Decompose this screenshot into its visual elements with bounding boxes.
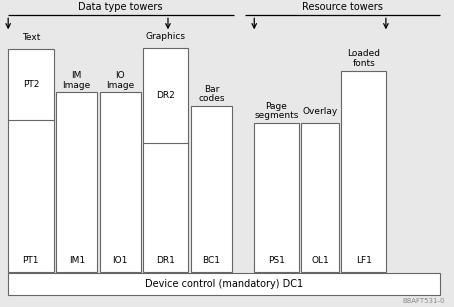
Text: B8AFT531-0: B8AFT531-0 [402,298,445,304]
Bar [8,273,440,295]
Text: Data type towers: Data type towers [78,2,163,12]
Bar [341,71,386,272]
Text: Device control (mandatory) DC1: Device control (mandatory) DC1 [145,279,303,289]
Text: Bar
codes: Bar codes [198,85,225,103]
Bar [100,92,141,272]
Text: DR1: DR1 [156,255,175,265]
Text: Overlay: Overlay [302,107,338,116]
Bar [143,48,188,272]
Text: BC1: BC1 [202,255,221,265]
Text: OL1: OL1 [311,255,329,265]
Text: PT2: PT2 [23,80,39,89]
Text: Loaded
fonts: Loaded fonts [347,49,380,68]
Text: IO
Image: IO Image [106,71,134,90]
Text: PT1: PT1 [23,255,39,265]
Text: IM1: IM1 [69,255,85,265]
Bar [8,49,54,272]
Text: LF1: LF1 [356,255,371,265]
Bar [301,123,339,272]
Text: Graphics: Graphics [146,32,186,41]
Text: PS1: PS1 [268,255,285,265]
Text: IM
Image: IM Image [63,71,91,90]
Bar [56,92,97,272]
Text: Page
segments: Page segments [254,102,299,120]
Bar [254,123,299,272]
Text: Text: Text [22,33,40,42]
Text: DR2: DR2 [156,91,175,100]
Bar [191,106,232,272]
Text: Resource towers: Resource towers [302,2,383,12]
Text: IO1: IO1 [113,255,128,265]
